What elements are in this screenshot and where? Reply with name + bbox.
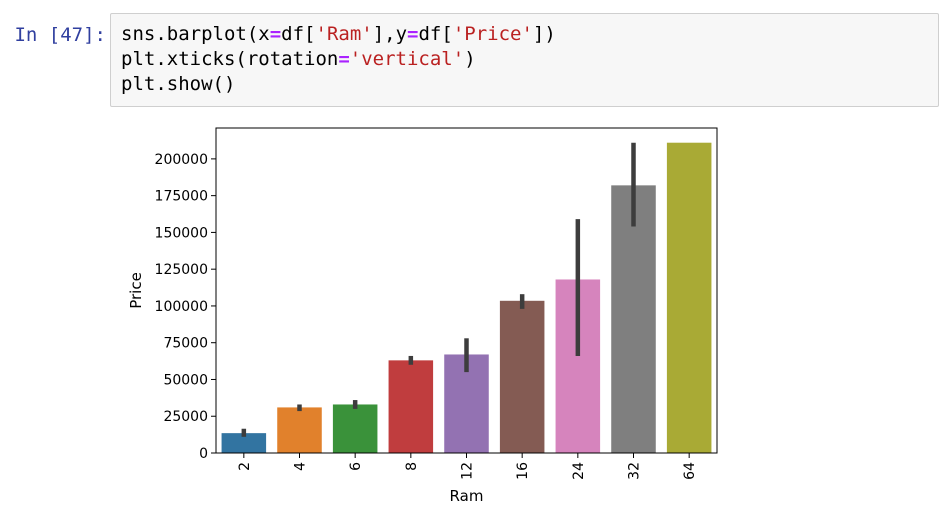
y-axis-label: Price bbox=[127, 272, 145, 309]
bar-64 bbox=[666, 142, 712, 454]
bar-32 bbox=[611, 185, 656, 453]
x-axis-label: Ram bbox=[450, 487, 484, 505]
x-tick-label-12: 12 bbox=[460, 462, 476, 480]
x-tick-label-32: 32 bbox=[627, 462, 643, 480]
y-tick-label-50000: 50000 bbox=[163, 372, 208, 388]
error-bars-group bbox=[241, 142, 636, 437]
bar-8 bbox=[388, 360, 434, 453]
bars-group bbox=[221, 142, 712, 454]
y-tick-label-25000: 25000 bbox=[163, 409, 208, 425]
y-tick-label-200000: 200000 bbox=[155, 152, 208, 168]
y-tick-label-125000: 125000 bbox=[155, 262, 208, 278]
y-tick-label-150000: 150000 bbox=[155, 225, 208, 241]
x-tick-label-24: 24 bbox=[571, 462, 587, 480]
x-tick-label-2: 2 bbox=[237, 462, 253, 471]
code-line-2: plt.xticks(rotation='vertical') bbox=[121, 48, 476, 70]
x-ticks-group: 2 4 6 8 12 16 24 32 64 bbox=[237, 453, 698, 480]
x-tick-label-16: 16 bbox=[515, 462, 531, 480]
code-cell[interactable]: sns.barplot(x=df['Ram'],y=df['Price']) p… bbox=[110, 13, 939, 107]
code-line-1: sns.barplot(x=df['Ram'],y=df['Price']) bbox=[121, 23, 556, 45]
y-tick-label-0: 0 bbox=[199, 446, 208, 462]
bar-6 bbox=[332, 404, 378, 453]
x-tick-label-6: 6 bbox=[348, 462, 364, 471]
y-tick-label-100000: 100000 bbox=[155, 299, 208, 315]
code-line-3: plt.show() bbox=[121, 73, 236, 95]
y-tick-label-175000: 175000 bbox=[155, 189, 208, 205]
bar-16 bbox=[499, 300, 545, 453]
bar-2 bbox=[221, 433, 267, 453]
bar-chart: 0 25000 50000 75000 100000 125000 150000 175000… bbox=[127, 127, 718, 505]
y-ticks-group: 0 25000 50000 75000 100000 125000 150000 175000… bbox=[155, 152, 216, 462]
cell-prompt: In [47]: bbox=[14, 24, 106, 46]
x-tick-label-4: 4 bbox=[293, 462, 309, 471]
x-tick-label-64: 64 bbox=[682, 462, 698, 480]
x-tick-label-8: 8 bbox=[404, 462, 420, 471]
bar-4 bbox=[277, 407, 322, 453]
y-tick-label-75000: 75000 bbox=[163, 336, 208, 352]
